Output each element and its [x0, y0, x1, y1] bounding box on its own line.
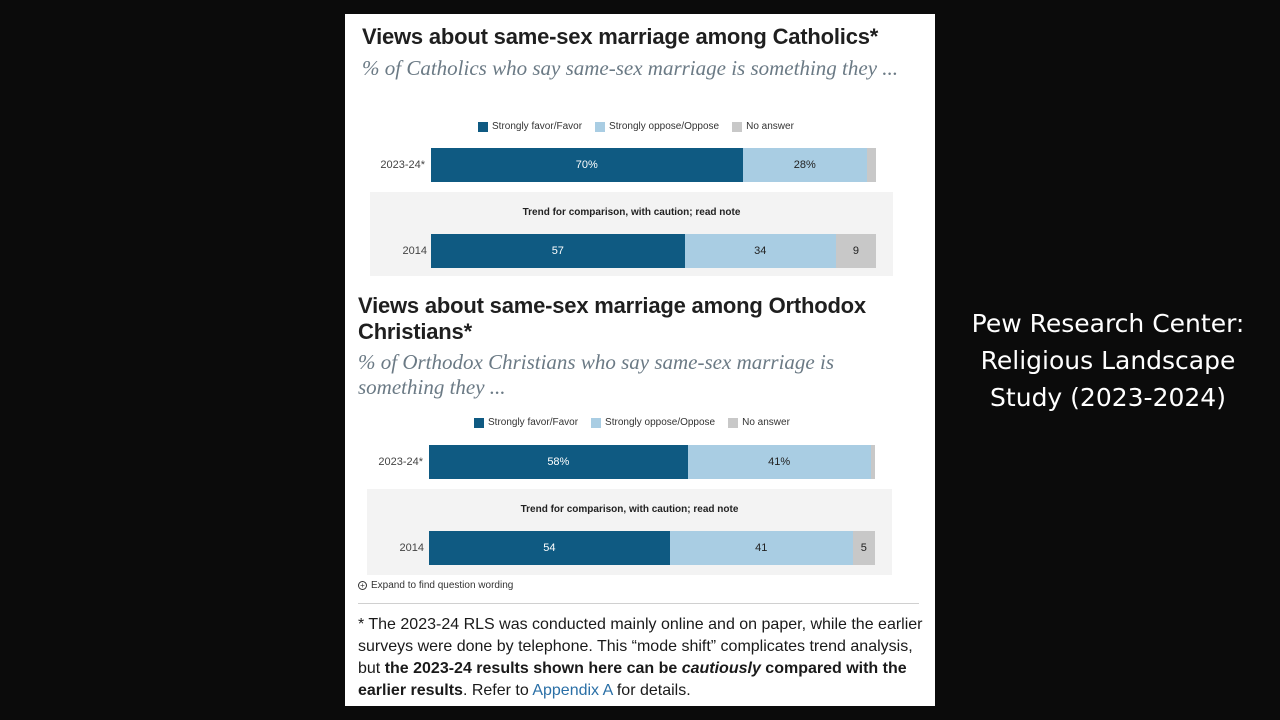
bar-value-label: 70%: [575, 159, 598, 171]
bar-value-label: 28%: [793, 159, 816, 171]
legend-swatch: [728, 417, 739, 428]
bar-value-label: 41: [755, 542, 768, 554]
stacked-bar: 54 41 5: [429, 531, 875, 565]
chart-subtitle: % of Catholics who say same-sex marriage…: [362, 56, 899, 80]
bar-category-label: 2023-24*: [380, 159, 425, 171]
chart-title: Views about same-sex marriage among Orth…: [358, 293, 866, 344]
bar-segment-favor: 54: [429, 531, 670, 565]
bar-segment-oppose: 41: [669, 531, 853, 565]
chart-legend: Strongly favor/Favor Strongly oppose/Opp…: [474, 417, 803, 428]
bar-segment-favor: 70%: [431, 148, 743, 182]
expand-label: Expand to find question wording: [371, 580, 514, 591]
divider: [358, 603, 919, 604]
legend-label: No answer: [746, 121, 794, 132]
side-caption: Pew Research Center: Religious Landscape…: [971, 309, 1245, 412]
legend-label: Strongly oppose/Oppose: [609, 121, 720, 132]
note-bold: the 2023-24 results shown here can be: [384, 660, 682, 677]
bar-category-label: 2014: [399, 542, 424, 554]
chart-legend: Strongly favor/Favor Strongly oppose/Opp…: [478, 121, 807, 132]
legend-swatch: [732, 121, 743, 132]
legend-item-oppose: Strongly oppose/Oppose: [595, 121, 719, 132]
legend-item-oppose: Strongly oppose/Oppose: [591, 417, 715, 428]
legend-item-favor: Strongly favor/Favor: [474, 417, 578, 428]
expand-question-wording[interactable]: + Expand to find question wording: [358, 580, 513, 591]
bar-segment-no-answer: 9: [835, 234, 876, 268]
note-bold-italic: cautiously: [681, 660, 761, 677]
stacked-bar: 70% 28%: [431, 148, 876, 182]
bar-value-label: 5: [860, 542, 867, 554]
bar-value-label: 9: [852, 245, 860, 257]
note-bold: compared with the earlier results: [358, 660, 907, 699]
trend-note: Trend for comparison, with caution; read…: [522, 207, 741, 218]
bar-segment-oppose: 28%: [742, 148, 868, 182]
bar-segment-oppose: 34: [684, 234, 836, 268]
bar-segment-no-answer: 5: [852, 531, 875, 565]
bar-category-label: 2014: [402, 245, 427, 257]
bar-value-label: 34: [754, 245, 767, 257]
chart-subtitle: % of Orthodox Christians who say same-se…: [358, 350, 834, 399]
legend-swatch: [591, 417, 602, 428]
appendix-a-link[interactable]: Appendix A: [532, 682, 613, 699]
bar-segment-no-answer: [870, 445, 875, 479]
trend-note: Trend for comparison, with caution; read…: [520, 504, 739, 515]
chart-title: Views about same-sex marriage among Cath…: [362, 24, 879, 49]
expand-circle-icon: +: [358, 581, 367, 590]
legend-label: Strongly favor/Favor: [488, 417, 579, 428]
report-panel: Views about same-sex marriage among Cath…: [345, 14, 935, 706]
bar-segment-no-answer: [867, 148, 876, 182]
legend-swatch: [595, 121, 606, 132]
legend-label: No answer: [742, 417, 790, 428]
legend-label: Strongly favor/Favor: [492, 121, 583, 132]
stacked-bar: 57 34 9: [431, 234, 876, 268]
bar-segment-favor: 58%: [429, 445, 688, 479]
bar-segment-oppose: 41%: [687, 445, 871, 479]
legend-swatch: [474, 417, 484, 428]
note-text: for details.: [612, 682, 691, 699]
note-text: * The 2023-24 RLS was conducted mainly o…: [358, 616, 923, 677]
note-text: . Refer to: [462, 682, 533, 699]
legend-item-no-answer: No answer: [732, 121, 794, 132]
bar-value-label: 58%: [547, 456, 570, 468]
legend-item-no-answer: No answer: [728, 417, 790, 428]
bar-segment-favor: 57: [431, 234, 685, 268]
methodology-note: * The 2023-24 RLS was conducted mainly o…: [358, 614, 923, 702]
legend-swatch: [478, 121, 488, 132]
bar-category-label: 2023-24*: [378, 456, 423, 468]
legend-label: Strongly oppose/Oppose: [605, 417, 716, 428]
stacked-bar: 58% 41%: [429, 445, 875, 479]
bar-value-label: 54: [543, 542, 556, 554]
bar-value-label: 41%: [768, 456, 791, 468]
bar-value-label: 57: [551, 245, 564, 257]
legend-item-favor: Strongly favor/Favor: [478, 121, 582, 132]
